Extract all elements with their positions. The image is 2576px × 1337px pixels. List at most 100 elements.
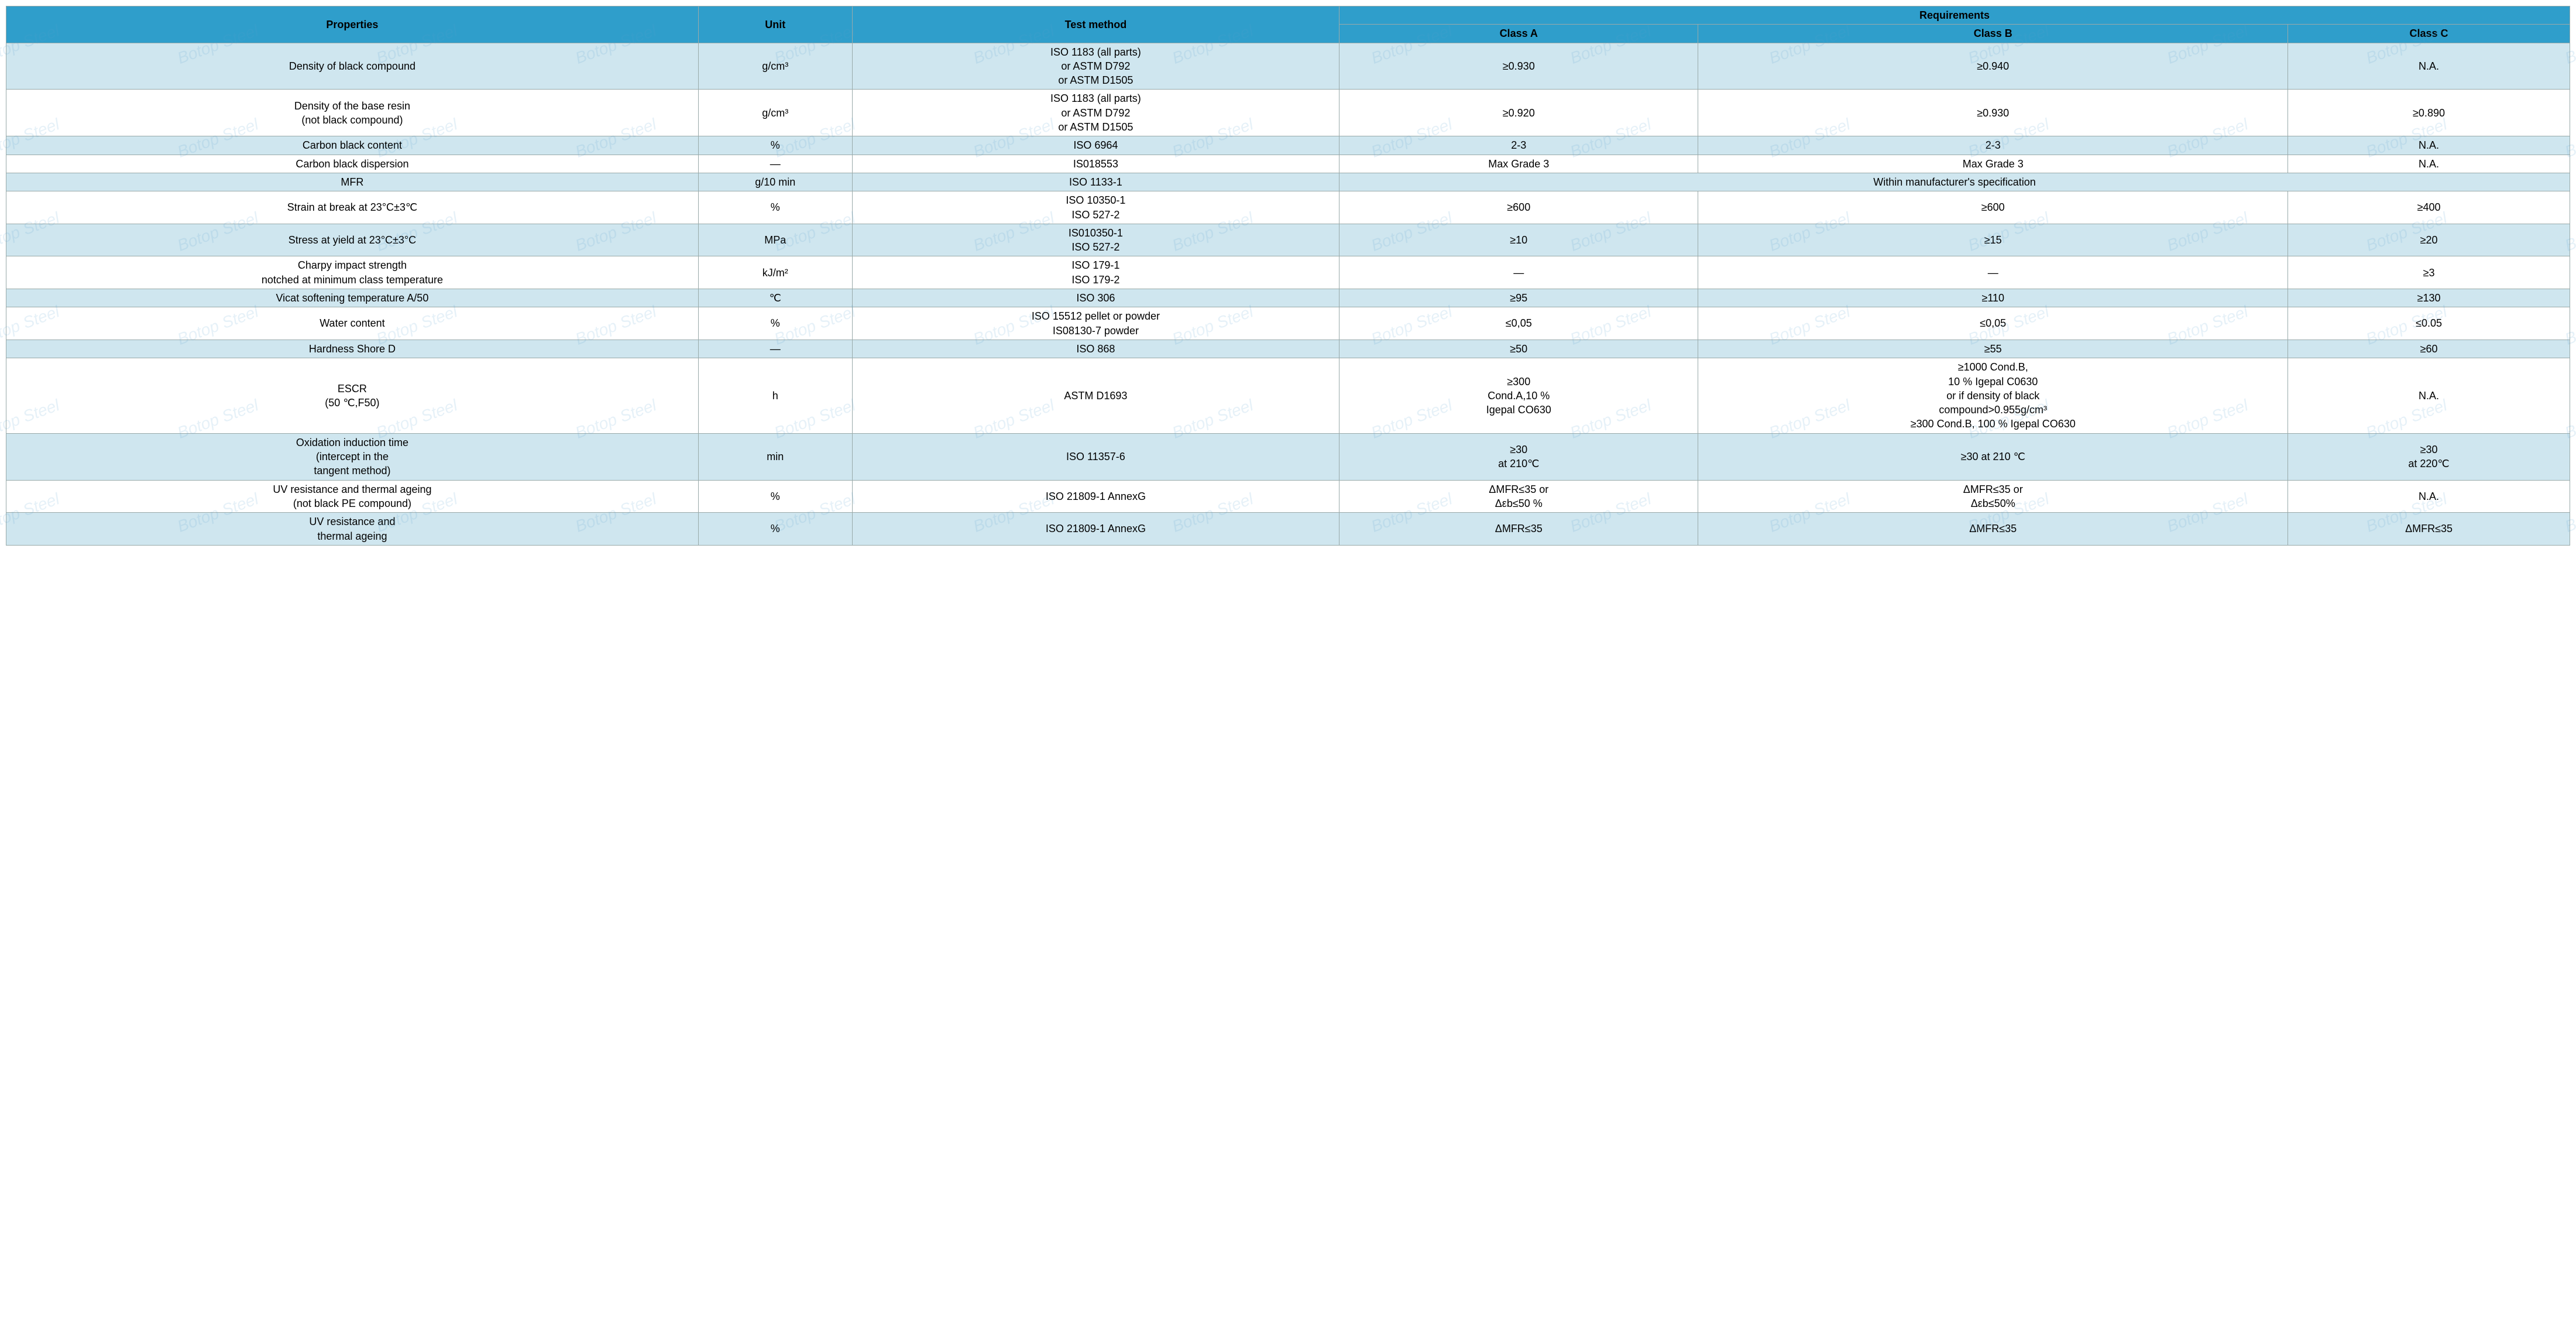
- cell-class-c: N.A.: [2288, 155, 2570, 173]
- cell-requirements-merged: Within manufacturer's specification: [1339, 173, 2570, 191]
- cell-property: UV resistance and thermal ageing (not bl…: [6, 480, 699, 513]
- cell-class-a: —: [1339, 256, 1698, 289]
- table-row: Density of black compoundg/cm³ISO 1183 (…: [6, 43, 2570, 90]
- cell-class-a: ≥0.930: [1339, 43, 1698, 90]
- col-requirements: Requirements: [1339, 6, 2570, 25]
- table-row: Strain at break at 23°C±3℃%ISO 10350-1 I…: [6, 191, 2570, 224]
- cell-method: ISO 1133-1: [852, 173, 1339, 191]
- table-body: Density of black compoundg/cm³ISO 1183 (…: [6, 43, 2570, 545]
- cell-class-a: ΔMFR≤35 or Δεb≤50 %: [1339, 480, 1698, 513]
- cell-class-a: ≥10: [1339, 224, 1698, 256]
- cell-method: ISO 21809-1 AnnexG: [852, 513, 1339, 546]
- cell-class-c: ΔMFR≤35: [2288, 513, 2570, 546]
- cell-class-b: ≥1000 Cond.B, 10 % Igepal C0630 or if de…: [1698, 358, 2288, 433]
- cell-unit: ℃: [698, 289, 852, 307]
- cell-class-c: ≤0.05: [2288, 307, 2570, 340]
- cell-class-a: Max Grade 3: [1339, 155, 1698, 173]
- cell-method: ISO 868: [852, 340, 1339, 358]
- cell-property: Density of the base resin (not black com…: [6, 90, 699, 136]
- cell-unit: —: [698, 155, 852, 173]
- cell-property: Oxidation induction time (intercept in t…: [6, 433, 699, 480]
- cell-property: Charpy impact strength notched at minimu…: [6, 256, 699, 289]
- cell-class-b: Max Grade 3: [1698, 155, 2288, 173]
- cell-class-b: ΔMFR≤35 or Δεb≤50%: [1698, 480, 2288, 513]
- table-row: Vicat softening temperature A/50℃ISO 306…: [6, 289, 2570, 307]
- cell-class-c: ≥3: [2288, 256, 2570, 289]
- cell-class-b: —: [1698, 256, 2288, 289]
- cell-unit: g/cm³: [698, 90, 852, 136]
- cell-class-a: ΔMFR≤35: [1339, 513, 1698, 546]
- cell-class-c: ≥130: [2288, 289, 2570, 307]
- col-unit: Unit: [698, 6, 852, 43]
- cell-property: UV resistance and thermal ageing: [6, 513, 699, 546]
- table-row: ESCR (50 ℃,F50)hASTM D1693≥300 Cond.A,10…: [6, 358, 2570, 433]
- cell-method: IS010350-1 ISO 527-2: [852, 224, 1339, 256]
- cell-unit: g/10 min: [698, 173, 852, 191]
- cell-class-c: ≥20: [2288, 224, 2570, 256]
- cell-unit: %: [698, 191, 852, 224]
- cell-class-b: ≥0.930: [1698, 90, 2288, 136]
- cell-class-c: N.A.: [2288, 43, 2570, 90]
- cell-unit: —: [698, 340, 852, 358]
- cell-class-c: N.A.: [2288, 480, 2570, 513]
- cell-method: ISO 306: [852, 289, 1339, 307]
- cell-class-b: ≥110: [1698, 289, 2288, 307]
- cell-class-a: ≥600: [1339, 191, 1698, 224]
- cell-method: ISO 1183 (all parts) or ASTM D792 or AST…: [852, 90, 1339, 136]
- cell-property: Stress at yield at 23°C±3°C: [6, 224, 699, 256]
- cell-class-b: ≥0.940: [1698, 43, 2288, 90]
- table-row: Density of the base resin (not black com…: [6, 90, 2570, 136]
- cell-property: Density of black compound: [6, 43, 699, 90]
- cell-class-a: 2-3: [1339, 136, 1698, 155]
- cell-class-c: ≥60: [2288, 340, 2570, 358]
- cell-property: Hardness Shore D: [6, 340, 699, 358]
- cell-method: ISO 179-1 ISO 179-2: [852, 256, 1339, 289]
- cell-class-b: ≥55: [1698, 340, 2288, 358]
- table-row: Water content%ISO 15512 pellet or powder…: [6, 307, 2570, 340]
- cell-property: Carbon black content: [6, 136, 699, 155]
- cell-class-a: ≥30 at 210℃: [1339, 433, 1698, 480]
- table-row: Carbon black content%ISO 69642-32-3N.A.: [6, 136, 2570, 155]
- cell-property: Water content: [6, 307, 699, 340]
- col-class-a: Class A: [1339, 25, 1698, 43]
- cell-method: ISO 10350-1 ISO 527-2: [852, 191, 1339, 224]
- cell-method: ISO 1183 (all parts) or ASTM D792 or AST…: [852, 43, 1339, 90]
- cell-property: ESCR (50 ℃,F50): [6, 358, 699, 433]
- cell-unit: %: [698, 136, 852, 155]
- cell-class-b: ≤0,05: [1698, 307, 2288, 340]
- cell-property: Strain at break at 23°C±3℃: [6, 191, 699, 224]
- cell-property: Vicat softening temperature A/50: [6, 289, 699, 307]
- cell-unit: MPa: [698, 224, 852, 256]
- table-row: Carbon black dispersion—IS018553Max Grad…: [6, 155, 2570, 173]
- col-class-c: Class C: [2288, 25, 2570, 43]
- cell-unit: g/cm³: [698, 43, 852, 90]
- table-row: UV resistance and thermal ageing (not bl…: [6, 480, 2570, 513]
- cell-unit: %: [698, 513, 852, 546]
- cell-class-b: ΔMFR≤35: [1698, 513, 2288, 546]
- cell-method: ISO 6964: [852, 136, 1339, 155]
- cell-class-b: ≥30 at 210 ℃: [1698, 433, 2288, 480]
- table-row: Charpy impact strength notched at minimu…: [6, 256, 2570, 289]
- cell-class-b: ≥15: [1698, 224, 2288, 256]
- cell-class-b: 2-3: [1698, 136, 2288, 155]
- cell-property: MFR: [6, 173, 699, 191]
- cell-class-c: ≥30 at 220℃: [2288, 433, 2570, 480]
- cell-class-c: N.A.: [2288, 358, 2570, 433]
- cell-class-c: ≥400: [2288, 191, 2570, 224]
- cell-unit: min: [698, 433, 852, 480]
- table-row: Oxidation induction time (intercept in t…: [6, 433, 2570, 480]
- cell-method: IS018553: [852, 155, 1339, 173]
- cell-class-a: ≤0,05: [1339, 307, 1698, 340]
- cell-unit: %: [698, 480, 852, 513]
- cell-method: ISO 11357-6: [852, 433, 1339, 480]
- cell-class-a: ≥0.920: [1339, 90, 1698, 136]
- cell-class-a: ≥95: [1339, 289, 1698, 307]
- cell-method: ISO 15512 pellet or powder IS08130-7 pow…: [852, 307, 1339, 340]
- cell-property: Carbon black dispersion: [6, 155, 699, 173]
- cell-method: ISO 21809-1 AnnexG: [852, 480, 1339, 513]
- table-header: Properties Unit Test method Requirements…: [6, 6, 2570, 43]
- table-row: MFRg/10 minISO 1133-1Within manufacturer…: [6, 173, 2570, 191]
- requirements-table: Properties Unit Test method Requirements…: [6, 6, 2570, 546]
- col-test-method: Test method: [852, 6, 1339, 43]
- col-class-b: Class B: [1698, 25, 2288, 43]
